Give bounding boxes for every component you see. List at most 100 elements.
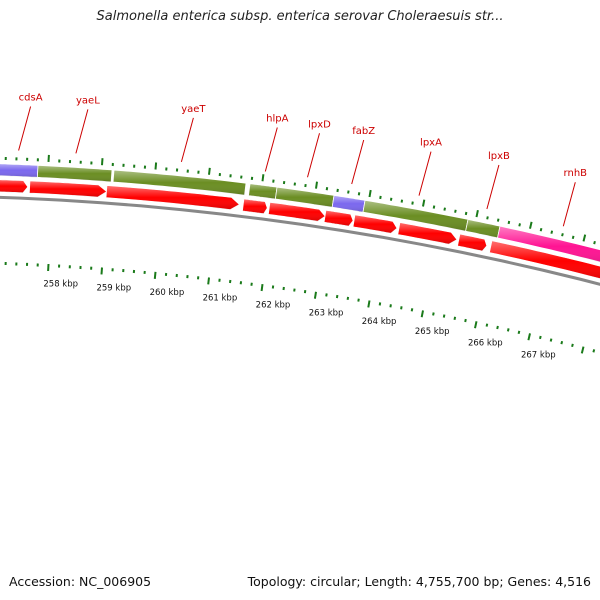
outer-tick — [101, 158, 104, 166]
inner-tick — [389, 304, 392, 308]
outer-tick — [443, 207, 446, 211]
cds-arrow-gloss — [0, 179, 28, 193]
cds-arrow-gloss — [457, 234, 487, 251]
gene-block-gloss — [113, 170, 246, 196]
outer-tick — [507, 220, 511, 225]
outer-tick — [154, 162, 158, 170]
outer-tick — [422, 199, 426, 207]
scale-label: 262 kbp — [256, 300, 291, 310]
outer-tick — [208, 167, 211, 175]
topology-text: Topology: circular; Length: 4,755,700 bp… — [247, 574, 591, 589]
outer-tick — [550, 230, 554, 234]
outer-tick — [432, 205, 436, 209]
outer-tick — [325, 187, 329, 191]
gene-label-cdsA: cdsA — [19, 93, 43, 104]
cds-track — [0, 179, 600, 279]
inner-tick — [506, 328, 510, 332]
inner-tick — [207, 277, 210, 285]
cog-color-track — [0, 163, 600, 263]
scale-labels: 258 kbp 259 kbp 260 kbp 261 kbp 262 kbp 263 k… — [43, 280, 555, 361]
outer-tick — [368, 189, 372, 198]
inner-tick — [580, 346, 585, 354]
gene-label-leader — [418, 151, 432, 196]
gene-label-yaeL: yaeL — [76, 95, 100, 106]
outer-tick — [582, 234, 587, 242]
gene-block-gloss — [37, 165, 112, 182]
outer-tick — [357, 192, 361, 196]
inner-tick — [474, 321, 478, 329]
inner-tick — [335, 294, 339, 299]
gene-label-leader — [307, 133, 320, 178]
scale-label: 265 kbp — [415, 327, 450, 337]
gene-block-gloss — [465, 219, 500, 238]
cds-arrow-gloss — [397, 222, 457, 245]
gene-block-gloss — [275, 187, 334, 208]
gene-labels: cdsA yaeL yaeT hlpA lpxD fabZ lpxA lpxB rnhB — [18, 93, 587, 227]
outer-tick — [261, 174, 265, 182]
inner-tick — [442, 314, 446, 318]
gene-label-hlpA: hlpA — [266, 114, 288, 125]
cds-arrow-gloss — [106, 185, 240, 210]
inner-tick — [539, 335, 542, 340]
gene-label-leader — [180, 117, 194, 163]
inner-tick — [346, 296, 350, 300]
outer-tick — [486, 216, 489, 220]
gene-label-lpxB: lpxB — [488, 151, 510, 162]
inner-tick — [496, 325, 499, 330]
outer-tick — [464, 211, 468, 216]
gene-label-leader — [264, 127, 278, 172]
cds-arrow-gloss — [489, 240, 600, 279]
inner-tick — [400, 306, 403, 310]
gene-block-gloss — [332, 195, 365, 213]
gene-label-leader — [75, 109, 89, 154]
inner-tick — [485, 323, 489, 327]
inner-tick — [378, 302, 382, 306]
cds-arrow-gloss — [268, 202, 326, 222]
gene-block-gloss — [248, 183, 277, 199]
outer-tick-track — [4, 154, 596, 245]
outer-tick — [571, 235, 575, 240]
gene-label-lpxD: lpxD — [308, 119, 331, 130]
outer-tick — [389, 197, 393, 201]
inner-tick — [260, 283, 264, 292]
scale-label: 258 kbp — [43, 280, 78, 290]
scale-label: 263 kbp — [309, 308, 344, 318]
outer-tick — [411, 201, 414, 205]
scale-label: 259 kbp — [96, 283, 131, 293]
scale-label: 267 kbp — [521, 351, 556, 361]
inner-tick — [560, 340, 564, 345]
inner-tick — [313, 291, 317, 299]
inner-tick — [592, 349, 596, 353]
gene-block-gloss — [0, 163, 38, 178]
inner-tick — [464, 318, 467, 323]
gene-label-lpxA: lpxA — [420, 138, 442, 149]
outer-tick — [529, 221, 533, 229]
outer-tick — [561, 233, 564, 237]
outer-tick — [336, 188, 339, 193]
scale-label: 260 kbp — [150, 288, 185, 298]
gene-label-leader — [562, 182, 576, 227]
inner-tick — [100, 267, 103, 275]
outer-tick — [454, 209, 457, 213]
inner-scale-track — [4, 261, 596, 354]
outer-tick — [539, 227, 543, 232]
accession-text: Accession: NC_006905 — [9, 574, 152, 589]
inner-tick — [517, 330, 521, 335]
cds-arrow-gloss — [29, 181, 107, 197]
gene-label-yaeT: yaeT — [181, 104, 206, 115]
scale-label: 261 kbp — [203, 294, 238, 304]
inner-tick — [453, 316, 457, 320]
inner-tick — [325, 293, 328, 297]
gene-label-leader — [486, 164, 500, 210]
scale-label: 264 kbp — [362, 317, 397, 327]
gene-block-gloss — [363, 200, 468, 232]
outer-tick — [347, 190, 350, 194]
outer-tick — [518, 223, 521, 227]
outer-tick — [379, 195, 382, 200]
gene-label-fabZ: fabZ — [352, 126, 375, 137]
inner-tick — [527, 333, 531, 341]
outer-tick — [496, 218, 500, 222]
cds-arrow-gloss — [324, 210, 353, 227]
map-title: Salmonella enterica subsp. enterica sero… — [96, 9, 504, 24]
